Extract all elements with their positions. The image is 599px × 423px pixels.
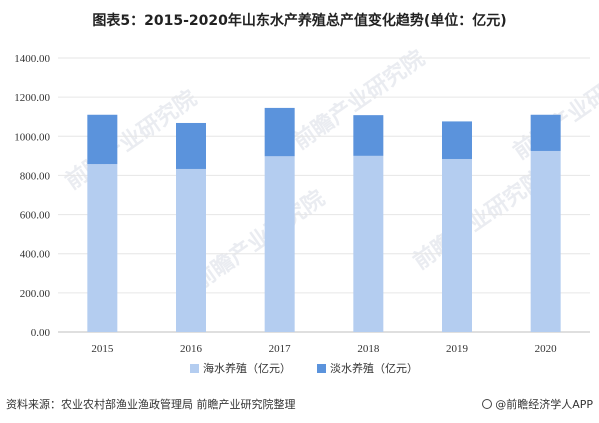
- legend-label: 淡水养殖（亿元）: [330, 361, 418, 375]
- legend: 海水养殖（亿元） 淡水养殖（亿元）: [190, 361, 418, 375]
- bar-freshwater-farming: [264, 107, 295, 157]
- bar-freshwater-farming: [442, 121, 472, 159]
- x-tick-label: 2018: [357, 343, 380, 355]
- y-tick-label: 400.00: [20, 249, 51, 261]
- bar-sea-farming: [353, 155, 384, 332]
- y-tick-label: 1200.00: [14, 92, 50, 104]
- legend-swatch: [190, 364, 199, 373]
- brand-label: @前瞻经济学人APP: [495, 398, 593, 411]
- x-tick-label: 2017: [269, 343, 292, 355]
- x-tick-label: 2016: [180, 343, 203, 355]
- chart-title: 图表5：2015-2020年山东水产养殖总产值变化趋势(单位：亿元): [92, 13, 507, 29]
- source-note: 资料来源：农业农村部渔业渔政管理局 前瞻产业研究院整理: [6, 398, 296, 411]
- x-tick-label: 2019: [446, 343, 469, 355]
- x-axis: 2015 2016 2017 2018 2019 2020: [91, 343, 557, 355]
- bar-sea-farming: [264, 156, 295, 332]
- y-tick-label: 600.00: [20, 210, 51, 222]
- y-tick-label: 0.00: [31, 327, 51, 339]
- watermark-text: 前瞻产业研究院: [409, 165, 550, 275]
- y-axis: 0.00 200.00 400.00 600.00 800.00 1000.00 1200.…: [14, 53, 50, 339]
- y-tick-label: 200.00: [20, 288, 51, 300]
- x-tick-label: 2020: [535, 343, 558, 355]
- legend-label: 海水养殖（亿元）: [203, 361, 291, 375]
- y-tick-label: 1400.00: [14, 53, 50, 65]
- bar-freshwater-farming: [87, 114, 118, 165]
- x-tick-label: 2015: [91, 343, 114, 355]
- bar-sea-farming: [442, 158, 472, 332]
- bar-sea-farming: [87, 164, 118, 332]
- watermark-text: 前瞻产业研究院: [189, 185, 330, 295]
- bar-freshwater-farming: [176, 122, 206, 169]
- bar-freshwater-farming: [530, 114, 561, 151]
- bar-freshwater-farming: [353, 115, 384, 156]
- legend-swatch: [317, 364, 326, 373]
- bars: [87, 107, 561, 332]
- brand-logo-icon: [482, 399, 493, 409]
- brand-credit: @前瞻经济学人APP: [482, 396, 593, 412]
- y-tick-label: 800.00: [20, 170, 51, 182]
- bar-sea-farming: [176, 168, 206, 332]
- bar-sea-farming: [530, 150, 561, 332]
- gridlines: [58, 57, 590, 333]
- y-tick-label: 1000.00: [14, 131, 50, 143]
